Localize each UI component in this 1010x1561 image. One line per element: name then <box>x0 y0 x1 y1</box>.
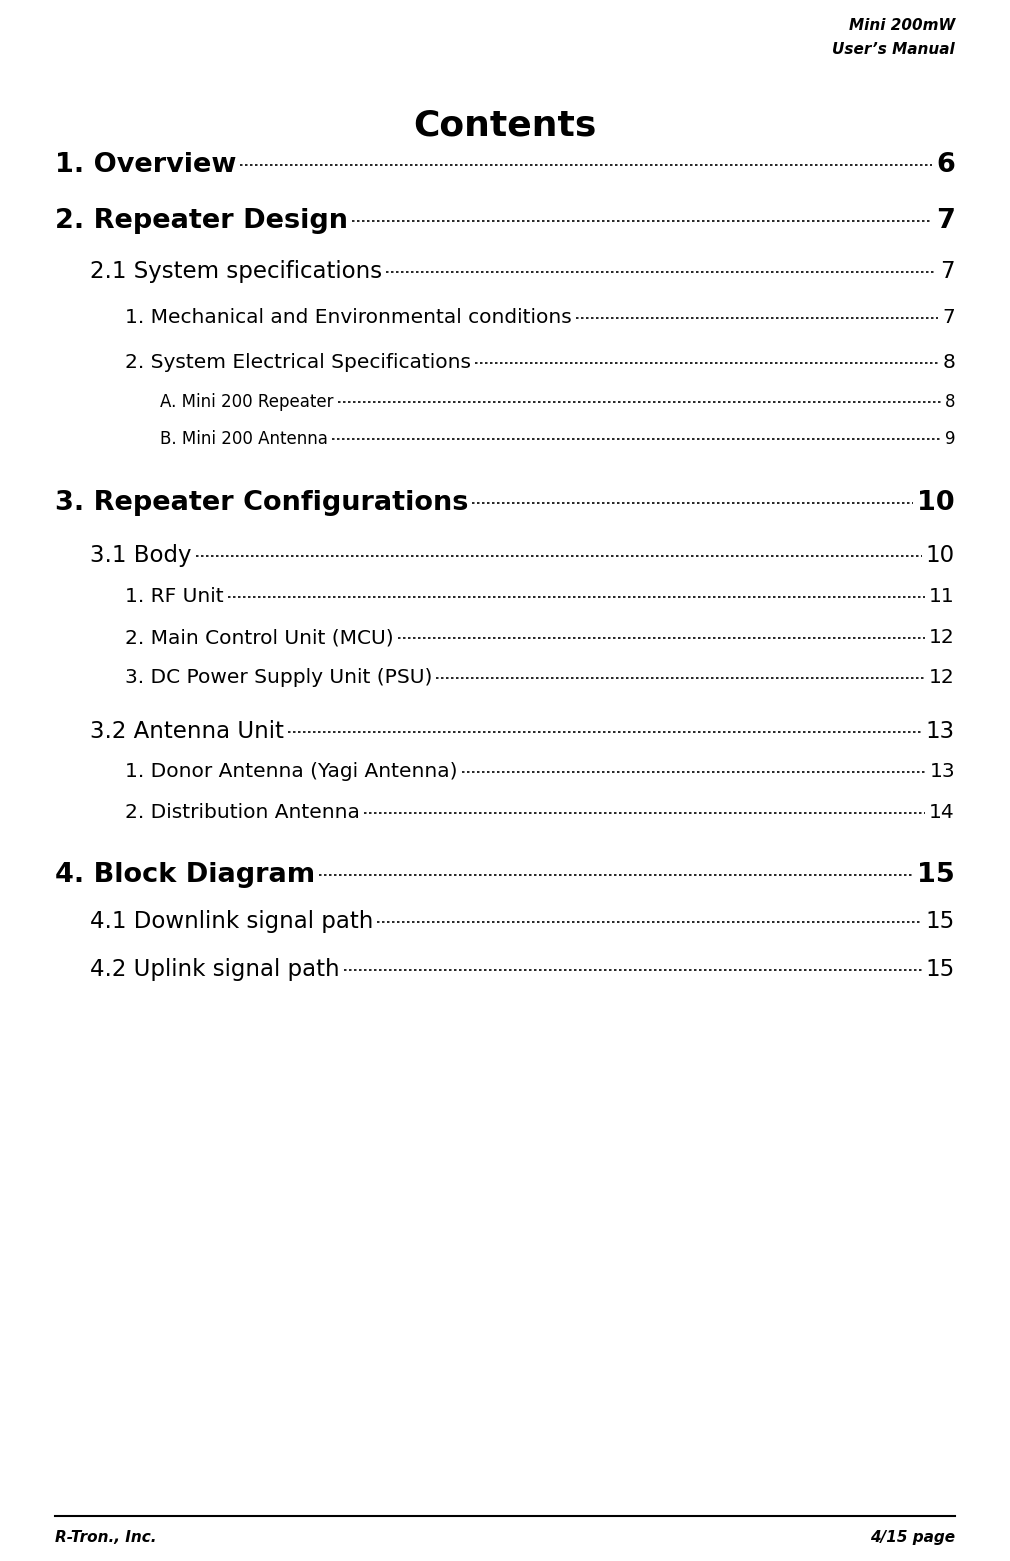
Text: 7: 7 <box>942 308 955 326</box>
Text: B. Mini 200 Antenna: B. Mini 200 Antenna <box>160 429 328 448</box>
Text: 4. Block Diagram: 4. Block Diagram <box>55 862 315 888</box>
Text: 15: 15 <box>926 910 955 933</box>
Text: 12: 12 <box>929 628 955 646</box>
Text: 15: 15 <box>926 958 955 980</box>
Text: 13: 13 <box>929 762 955 780</box>
Text: 2.1 System specifications: 2.1 System specifications <box>90 261 382 283</box>
Text: 2. Repeater Design: 2. Repeater Design <box>55 208 348 234</box>
Text: Mini 200mW: Mini 200mW <box>848 19 955 33</box>
Text: 1. Mechanical and Environmental conditions: 1. Mechanical and Environmental conditio… <box>125 308 572 326</box>
Text: 7: 7 <box>940 261 955 283</box>
Text: 3. Repeater Configurations: 3. Repeater Configurations <box>55 490 469 517</box>
Text: 4.2 Uplink signal path: 4.2 Uplink signal path <box>90 958 339 980</box>
Text: 9: 9 <box>944 429 955 448</box>
Text: 1. Donor Antenna (Yagi Antenna): 1. Donor Antenna (Yagi Antenna) <box>125 762 458 780</box>
Text: 2. System Electrical Specifications: 2. System Electrical Specifications <box>125 353 471 372</box>
Text: 3.1 Body: 3.1 Body <box>90 543 192 567</box>
Text: 11: 11 <box>929 587 955 606</box>
Text: 1. Overview: 1. Overview <box>55 151 236 178</box>
Text: A. Mini 200 Repeater: A. Mini 200 Repeater <box>160 393 333 411</box>
Text: 3. DC Power Supply Unit (PSU): 3. DC Power Supply Unit (PSU) <box>125 668 432 687</box>
Text: 8: 8 <box>944 393 955 411</box>
Text: 13: 13 <box>926 720 955 743</box>
Text: 2. Distribution Antenna: 2. Distribution Antenna <box>125 802 360 823</box>
Text: 4/15 page: 4/15 page <box>870 1530 955 1545</box>
Text: 2. Main Control Unit (MCU): 2. Main Control Unit (MCU) <box>125 628 394 646</box>
Text: Contents: Contents <box>413 108 597 142</box>
Text: 4.1 Downlink signal path: 4.1 Downlink signal path <box>90 910 374 933</box>
Text: 1. RF Unit: 1. RF Unit <box>125 587 223 606</box>
Text: 3.2 Antenna Unit: 3.2 Antenna Unit <box>90 720 284 743</box>
Text: 14: 14 <box>929 802 955 823</box>
Text: 12: 12 <box>929 668 955 687</box>
Text: 15: 15 <box>917 862 955 888</box>
Text: R-Tron., Inc.: R-Tron., Inc. <box>55 1530 157 1545</box>
Text: 10: 10 <box>926 543 955 567</box>
Text: 6: 6 <box>936 151 955 178</box>
Text: 10: 10 <box>917 490 955 517</box>
Text: 8: 8 <box>942 353 955 372</box>
Text: 7: 7 <box>936 208 955 234</box>
Text: User’s Manual: User’s Manual <box>832 42 955 58</box>
